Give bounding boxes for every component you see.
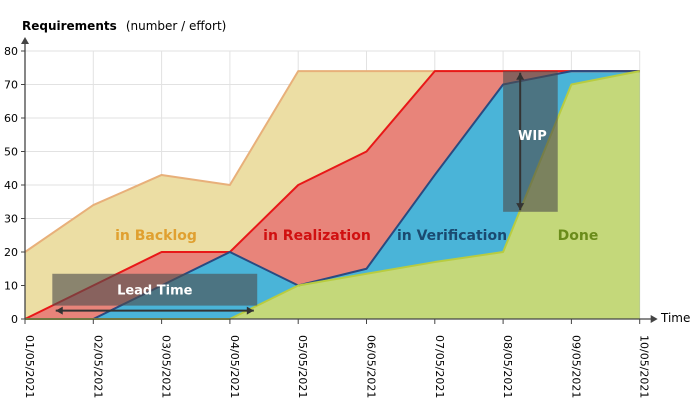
y-tick-label: 20 <box>4 246 18 259</box>
axes <box>21 37 658 323</box>
x-tick-label: 06/05/2021 <box>365 335 378 398</box>
y-tick-label: 10 <box>4 280 18 293</box>
x-ticks: 01/05/2021 02/05/2021 03/05/2021 04/05/2021… <box>23 319 651 398</box>
y-ticks: 0 10 20 30 40 50 60 70 80 <box>4 45 25 326</box>
y-tick-label: 50 <box>4 146 18 159</box>
x-tick-label: 07/05/2021 <box>433 335 446 398</box>
x-axis-arrow <box>650 315 658 323</box>
y-tick-label: 0 <box>11 313 18 326</box>
annotation-box <box>503 71 558 212</box>
x-tick-label: 03/05/2021 <box>160 335 173 398</box>
lead-time-label: Lead Time <box>117 284 193 299</box>
y-tick-label: 40 <box>4 179 18 192</box>
y-axis-title-main: Requirements <box>22 19 117 33</box>
y-axis-title-suffix: (number / effort) <box>126 19 227 33</box>
y-tick-label: 30 <box>4 213 18 226</box>
region-label-done: Done <box>558 228 599 244</box>
arrow-head-right <box>246 306 254 315</box>
region-label-in-verification: in Verification <box>397 228 507 244</box>
x-tick-label: 08/05/2021 <box>501 335 514 398</box>
x-tick-label: 04/05/2021 <box>228 335 241 398</box>
arrow-head-left <box>55 306 63 315</box>
arrow-head-up <box>516 72 525 80</box>
y-axis-arrow <box>21 37 29 44</box>
wip-label: WIP <box>518 129 547 144</box>
annotations: Lead Time WIP <box>52 71 558 315</box>
area-done <box>25 71 640 319</box>
x-tick-label: 09/05/2021 <box>569 335 582 398</box>
areas <box>25 71 640 319</box>
x-tick-label: 10/05/2021 <box>638 335 651 398</box>
y-tick-label: 70 <box>4 79 18 92</box>
region-labels: in Backlog in Realization in Verification D… <box>115 228 598 244</box>
annotation-box <box>52 273 258 306</box>
x-tick-label: 02/05/2021 <box>91 335 104 398</box>
arrow-head-down <box>516 203 525 211</box>
y-axis-title: Requirements (number / effort) <box>22 15 226 34</box>
x-tick-label: 05/05/2021 <box>296 335 309 398</box>
x-tick-label: 01/05/2021 <box>23 335 36 398</box>
y-tick-label: 80 <box>4 45 18 58</box>
y-tick-label: 60 <box>4 112 18 125</box>
region-label-in-realization: in Realization <box>263 228 371 244</box>
x-axis-title: Time <box>660 311 690 325</box>
region-label-in-backlog: in Backlog <box>115 228 197 244</box>
